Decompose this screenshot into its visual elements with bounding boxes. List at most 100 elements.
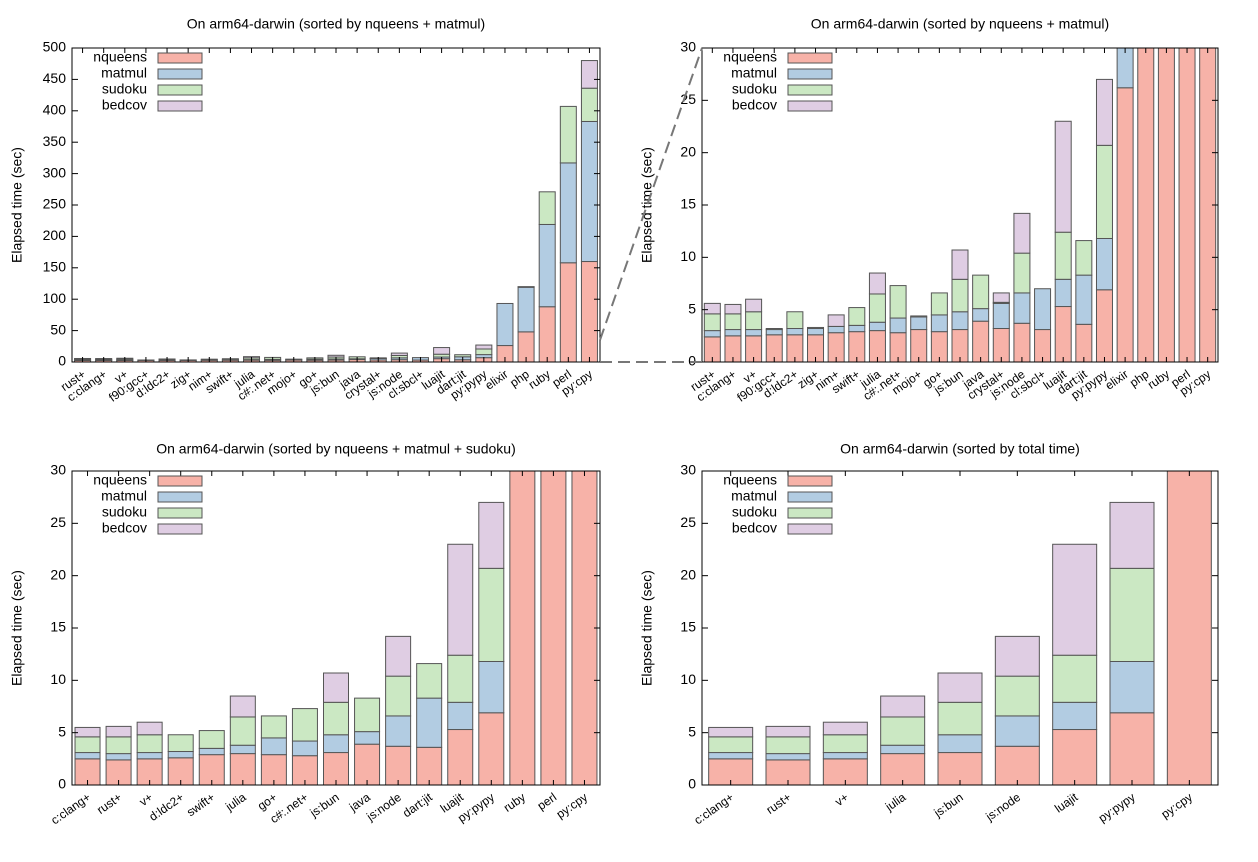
legend-swatch-nqueens [157,475,203,487]
legend-label-sudoku: sudoku [102,81,147,97]
bar-sudoku-julia [880,716,926,746]
bar-bedcov-julia [229,695,256,718]
bar-bedcov-c:clang+ [74,726,101,738]
bar-bedcov-js:node [1013,212,1031,254]
y-tick-label: 30 [50,462,66,478]
y-tick-label: 10 [680,671,696,687]
bar-matmul-java [354,731,381,745]
y-axis-label: Elapsed time (sec) [9,570,25,686]
bar-matmul-luajit [1052,701,1098,731]
bar-nqueens-php [1137,48,1155,362]
bar-nqueens-dart:jit [416,746,443,785]
legend-swatch-bedcov [787,523,833,535]
y-tick-label: 15 [680,619,696,635]
bar-bedcov-luajit [433,347,451,355]
y-tick-label: 30 [680,39,696,55]
bar-matmul-zig+ [807,328,825,336]
legend-swatch-nqueens [787,52,833,64]
bar-matmul-elixir [1116,48,1134,89]
y-tick-label: 500 [43,39,67,55]
y-tick-label: 100 [43,290,67,306]
y-axis-label: Elapsed time (sec) [639,570,655,686]
legend-label-nqueens: nqueens [93,49,147,65]
bar-nqueens-julia [229,753,256,785]
bar-bedcov-v+ [822,721,868,736]
bar-sudoku-js:node [1013,252,1031,294]
x-tick-label: d:ldc2+ [146,790,186,824]
bar-bedcov-js:node [994,635,1040,677]
bar-matmul-swift+ [198,747,225,756]
y-tick-label: 15 [50,619,66,635]
y-tick-label: 150 [43,259,67,275]
x-tick-label: py:pypy [1096,790,1138,825]
bar-nqueens-ruby [538,306,556,362]
bar-nqueens-ruby [509,471,536,785]
bar-matmul-js:bun [937,734,983,754]
y-tick-label: 25 [680,514,696,530]
bar-matmul-ruby [538,223,556,308]
bar-matmul-v+ [136,752,163,760]
bar-bedcov-js:bun [937,672,983,703]
bar-sudoku-py:pypy [478,567,505,662]
bar-nqueens-elixir [1116,87,1134,362]
bar-bedcov-rust+ [765,725,811,738]
bar-bedcov-luajit [447,543,474,656]
legend-swatch-nqueens [157,52,203,64]
bar-matmul-d:ldc2+ [786,328,804,336]
bar-nqueens-py:cpy [571,471,598,785]
bar-bedcov-rust+ [703,302,721,315]
bar-sudoku-c:clang+ [708,736,754,754]
bar-nqueens-perl [540,471,567,785]
y-tick-label: 25 [50,514,66,530]
bar-bedcov-py:pypy [475,344,493,350]
bar-nqueens-js:node [1013,322,1031,362]
legend-swatch-matmul [157,68,203,80]
bar-sudoku-luajit [1052,654,1098,703]
y-tick-label: 350 [43,133,67,149]
bar-sudoku-dart:jit [416,663,443,699]
bar-nqueens-py:pypy [478,712,505,785]
bar-bedcov-js:bun [327,354,345,358]
bar-matmul-c:clang+ [724,329,742,337]
bar-sudoku-zig+ [807,326,825,330]
bar-sudoku-c:clang+ [724,313,742,331]
chart-panel-3: On arm64-darwin (sorted by nqueens + mat… [9,441,601,827]
y-tick-label: 300 [43,164,67,180]
chart-panel-2: On arm64-darwin (sorted by nqueens + mat… [639,16,1219,405]
bar-nqueens-py:cpy [580,261,598,362]
y-tick-label: 20 [50,566,66,582]
bar-matmul-js:node [385,715,412,747]
legend-label-sudoku: sudoku [732,504,777,520]
legend-label-nqueens: nqueens [723,472,777,488]
bar-bedcov-luajit [1052,543,1098,656]
x-tick-label: julia [882,790,909,814]
bar-bedcov-js:bun [323,672,349,703]
bar-sudoku-v+ [822,734,868,754]
bar-matmul-v+ [822,752,868,760]
bar-bedcov-v+ [136,721,163,736]
bar-matmul-c:clang+ [74,752,101,760]
bar-bedcov-julia [868,272,886,295]
legend-label-sudoku: sudoku [732,81,777,97]
bar-nqueens-js:node [385,745,412,785]
x-tick-label: swift+ [184,790,217,819]
legend-swatch-sudoku [157,84,203,96]
bar-matmul-luajit [447,701,474,731]
bar-sudoku-rust+ [765,736,811,755]
y-tick-label: 15 [680,196,696,212]
bar-matmul-c#:.net+ [889,317,907,334]
bar-matmul-py:pypy [1109,660,1155,714]
bar-matmul-dart:jit [416,697,443,748]
bar-matmul-js:node [994,715,1040,747]
bar-nqueens-luajit [1054,306,1072,362]
x-tick-label: py:cpy [554,790,590,821]
x-tick-label: js:bun [931,790,966,820]
bar-sudoku-dart:jit [454,354,472,358]
y-axis-label: Elapsed time (sec) [9,147,25,263]
y-tick-label: 0 [688,776,696,792]
legend-swatch-bedcov [157,100,203,112]
bar-bedcov-rust+ [105,725,132,738]
legend-label-bedcov: bedcov [732,97,777,113]
